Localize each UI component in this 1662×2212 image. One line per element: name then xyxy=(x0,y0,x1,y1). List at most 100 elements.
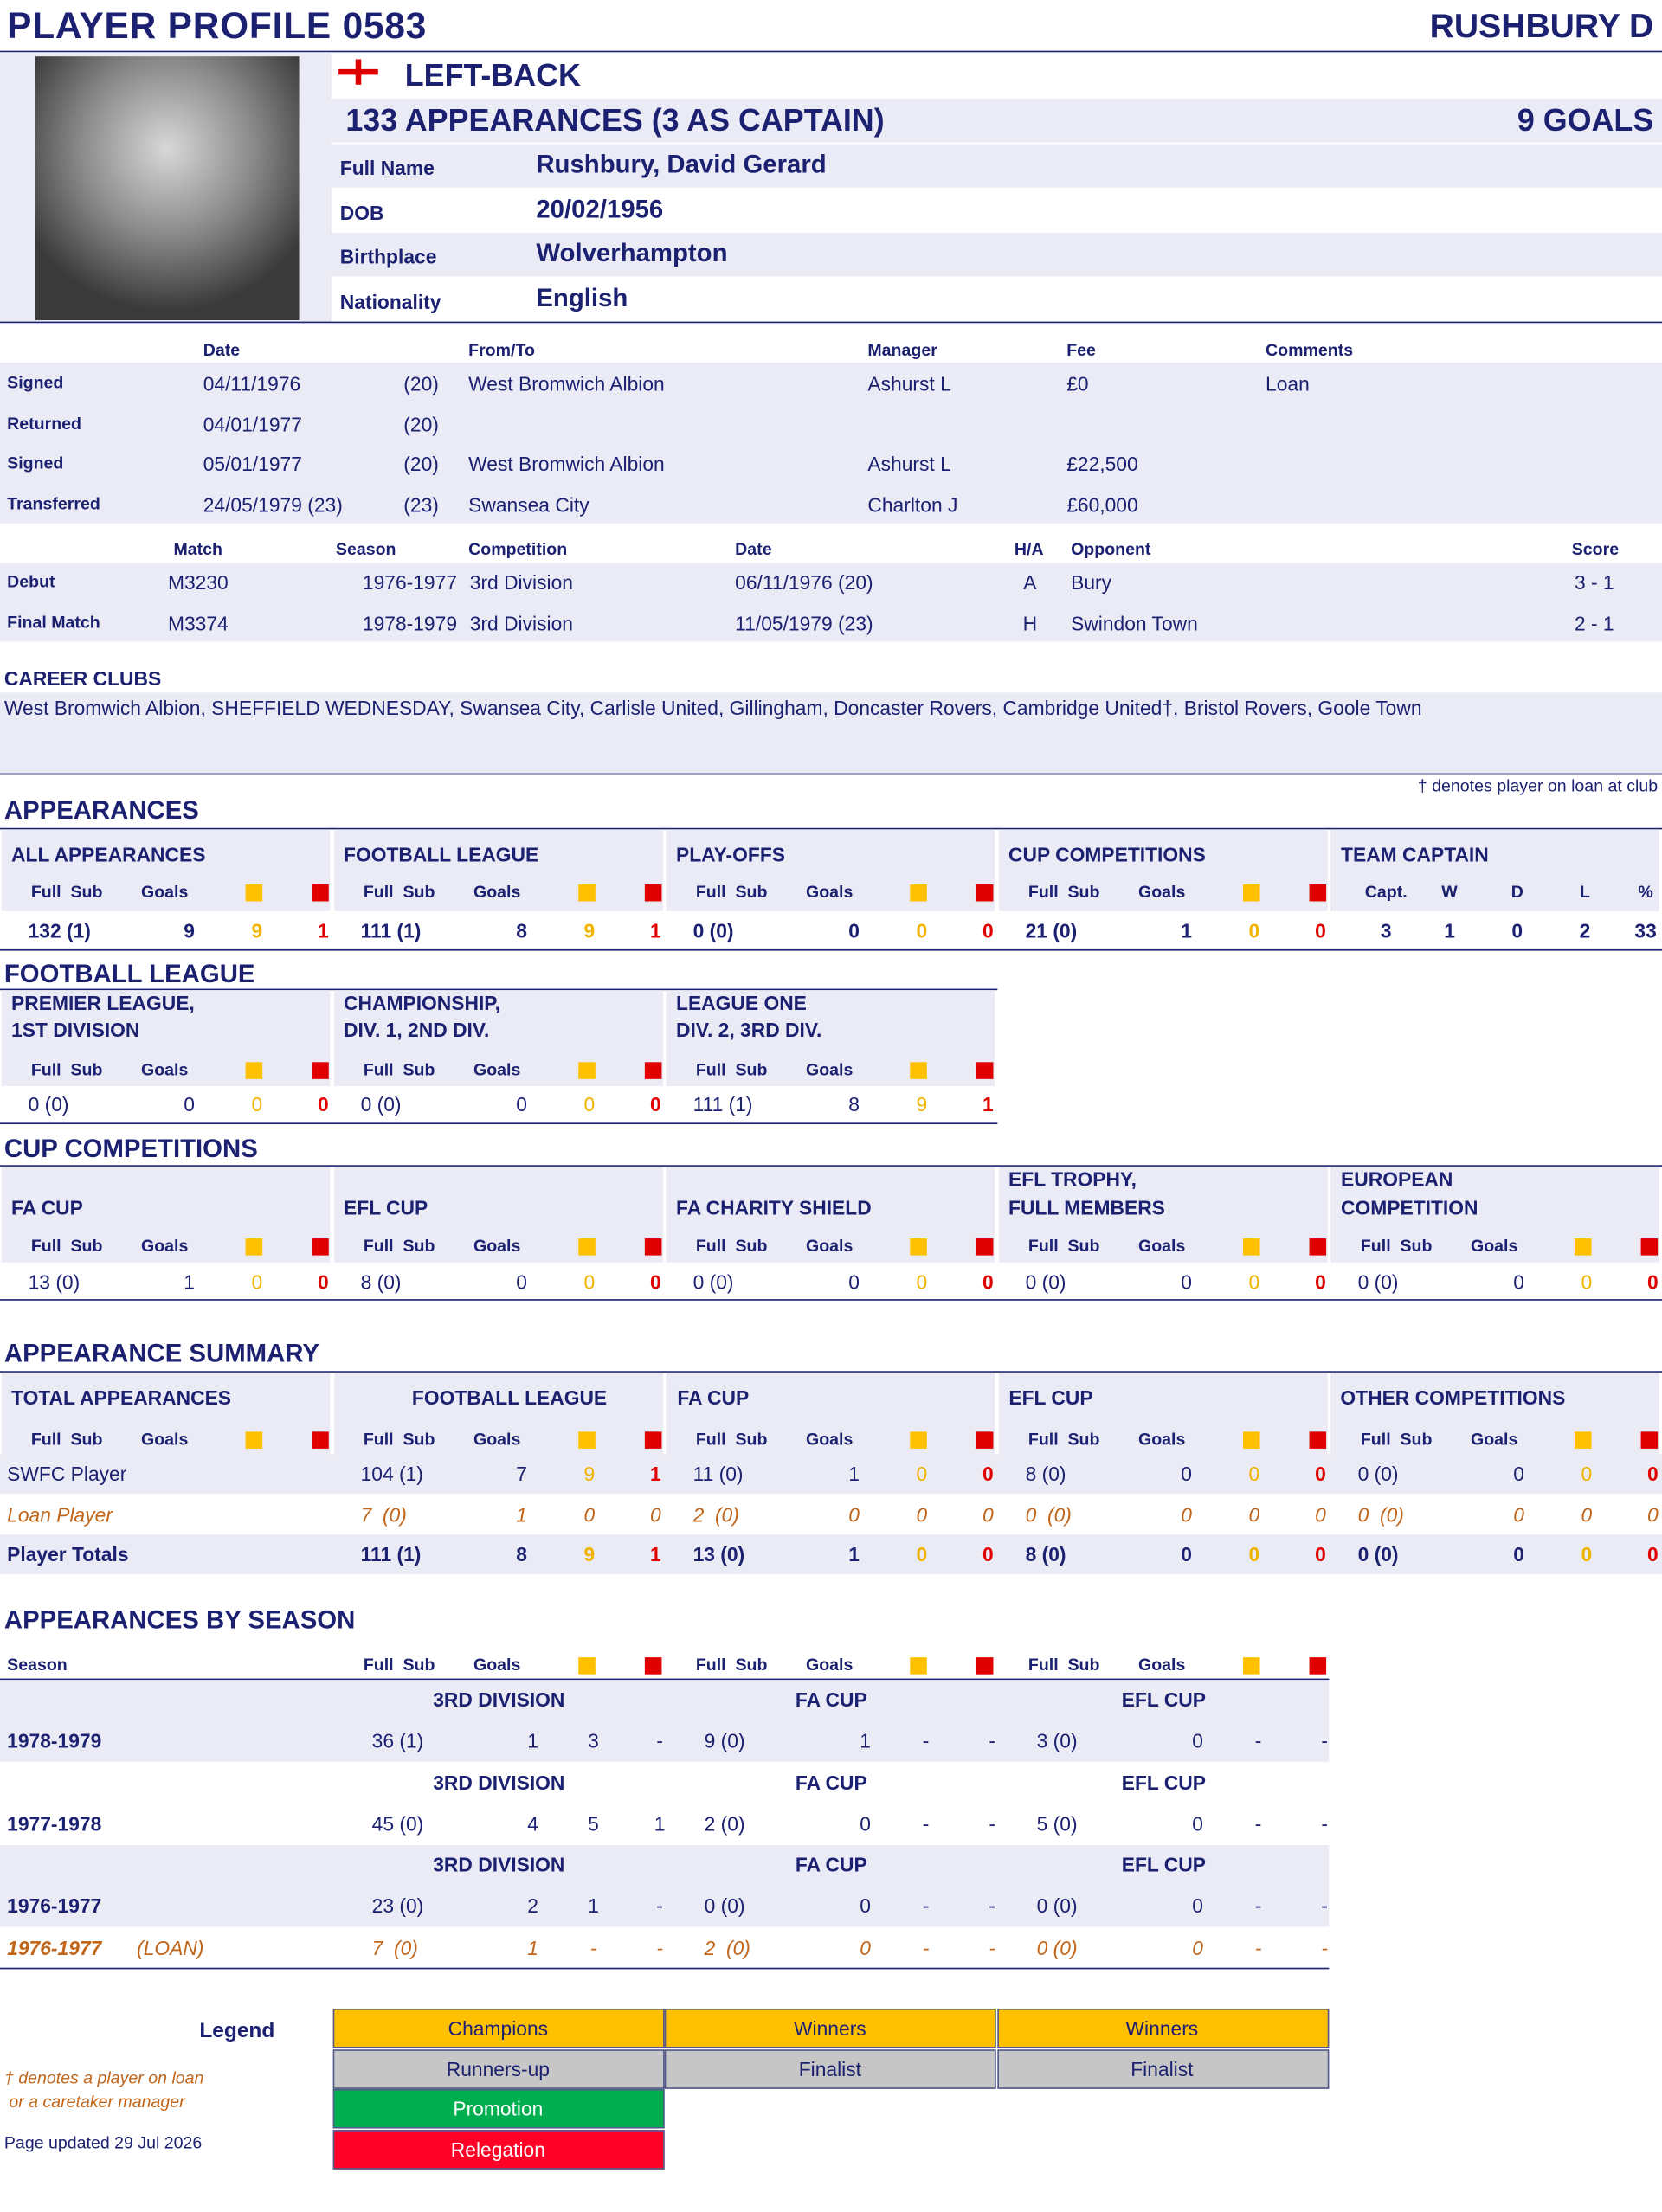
transfer-type: Signed xyxy=(7,372,64,393)
transfer-type: Transferred xyxy=(7,493,100,514)
competition-name: FA CUP xyxy=(795,1688,867,1711)
yellow-cards: - xyxy=(1254,1936,1262,1959)
goals: 0 xyxy=(860,1811,871,1835)
red-cards: 0 xyxy=(1315,1502,1326,1526)
section-title: APPEARANCE SUMMARY xyxy=(3,1339,319,1367)
col-header: Goals xyxy=(1470,1236,1518,1256)
panel-title: FOOTBALL LEAGUE xyxy=(344,843,539,866)
yellow-card-icon xyxy=(245,1431,263,1449)
red-card-icon xyxy=(644,1238,661,1256)
match-ha: H xyxy=(1022,612,1038,635)
panel-title: ALL APPEARANCES xyxy=(11,843,206,866)
red-card-icon xyxy=(312,1238,329,1256)
col-header: Capt. xyxy=(1364,882,1408,902)
goals: 0 xyxy=(1181,1502,1192,1526)
yellow-card-icon xyxy=(577,884,596,902)
panel-title: PLAY-OFFS xyxy=(676,843,785,866)
red-card-icon xyxy=(1309,1431,1326,1449)
red-card-icon xyxy=(644,1657,661,1675)
red-cards: 1 xyxy=(982,1093,994,1116)
competition-name: FA CUP xyxy=(795,1854,867,1877)
red-card-icon xyxy=(1309,884,1326,902)
col-header: Goals xyxy=(805,1236,854,1256)
transfer-date: 04/01/1977 xyxy=(203,412,302,435)
full-sub: 8 (0) xyxy=(1025,1543,1066,1566)
full-sub: 0 (0) xyxy=(28,1093,69,1116)
match-header: Opponent xyxy=(1071,538,1151,559)
season: 1978-1979 xyxy=(7,1729,102,1752)
page-title: PLAYER PROFILE 0583 xyxy=(7,4,428,47)
goals: 0 xyxy=(1513,1270,1524,1294)
match-opponent: Swindon Town xyxy=(1071,612,1198,635)
legend-label: Finalist xyxy=(1131,2057,1194,2080)
position: LEFT-BACK xyxy=(404,57,581,93)
goals-total: 9 GOALS xyxy=(1517,102,1654,138)
goals: 1 xyxy=(848,1543,860,1566)
transfer-type: Returned xyxy=(7,413,81,434)
goals: 0 xyxy=(516,1270,527,1294)
full-sub: 111 (1) xyxy=(360,1543,422,1566)
legend-label: Relegation xyxy=(450,2138,545,2162)
goals: 1 xyxy=(1181,919,1192,942)
full-sub: 45 (0) xyxy=(371,1811,424,1835)
yellow-cards: 9 xyxy=(916,1093,928,1116)
panel-band xyxy=(1,1166,331,1263)
col-header: Season xyxy=(7,1655,68,1675)
match-header: H/A xyxy=(1014,538,1044,559)
red-cards: - xyxy=(1321,1811,1328,1835)
red-cards: - xyxy=(989,1729,995,1752)
legend-cell xyxy=(332,2008,665,2048)
legend-cell xyxy=(665,2008,997,2048)
panel-title: CUP COMPETITIONS xyxy=(1008,843,1206,866)
full-sub: 2 (0) xyxy=(704,1936,750,1959)
season: 1977-1978 xyxy=(7,1811,102,1835)
col-header: Full Sub xyxy=(1027,882,1100,902)
red-card-icon xyxy=(976,1062,994,1079)
red-card-icon xyxy=(312,884,329,902)
yellow-cards: 1 xyxy=(588,1894,599,1918)
match-header: Date xyxy=(735,538,772,559)
goals: 8 xyxy=(516,919,527,942)
match-competition: 3rd Division xyxy=(469,612,573,635)
panel-title: EFL TROPHY, FULL MEMBERS xyxy=(1008,1167,1165,1219)
panel-band xyxy=(998,829,1328,911)
goals: 0 xyxy=(1513,1502,1524,1526)
yellow-cards: - xyxy=(1254,1811,1262,1835)
red-cards: 0 xyxy=(982,1543,994,1566)
full-sub: 0 (0) xyxy=(1357,1270,1399,1294)
red-cards: - xyxy=(656,1729,663,1752)
match-match: M3230 xyxy=(167,570,229,595)
goals: 0 xyxy=(860,1936,871,1959)
yellow-card-icon xyxy=(1575,1431,1593,1449)
full-sub: 0 (0) xyxy=(360,1093,402,1116)
transfer-manager: Ashurst L xyxy=(867,372,951,395)
match-match: M3374 xyxy=(167,612,229,635)
transfer-age: (20) xyxy=(403,453,439,476)
col-header: Goals xyxy=(1137,1236,1186,1256)
full-sub: 7 (0) xyxy=(371,1936,418,1959)
panel-title: EUROPEAN COMPETITION xyxy=(1341,1167,1478,1219)
yellow-cards: 5 xyxy=(588,1811,599,1835)
row-band xyxy=(0,1680,1330,1762)
red-cards: - xyxy=(989,1936,995,1959)
col-header: Goals xyxy=(805,1059,854,1080)
field-band xyxy=(332,144,1662,188)
goals: 7 xyxy=(516,1463,527,1486)
yellow-cards: 0 xyxy=(1248,1502,1260,1526)
col-header: D xyxy=(1511,882,1524,902)
red-cards: 0 xyxy=(1647,1543,1659,1566)
panel-band xyxy=(1330,1372,1660,1456)
red-cards: - xyxy=(1321,1894,1328,1918)
goals: 1 xyxy=(516,1502,527,1526)
appearances-total: 133 APPEARANCES (3 AS CAPTAIN) xyxy=(345,102,885,138)
col-header: Full Sub xyxy=(695,1236,768,1256)
panel-band xyxy=(1,829,331,911)
red-cards: 0 xyxy=(1315,1543,1326,1566)
full-sub: 0 (0) xyxy=(1036,1936,1078,1959)
full-sub: 0 (0) xyxy=(1357,1502,1404,1526)
field-label: Birthplace xyxy=(339,245,437,268)
goals: 0 xyxy=(1513,1463,1524,1486)
season: 1976-1977 xyxy=(7,1936,102,1959)
yellow-cards: - xyxy=(922,1894,930,1918)
red-card-icon xyxy=(644,1062,661,1079)
